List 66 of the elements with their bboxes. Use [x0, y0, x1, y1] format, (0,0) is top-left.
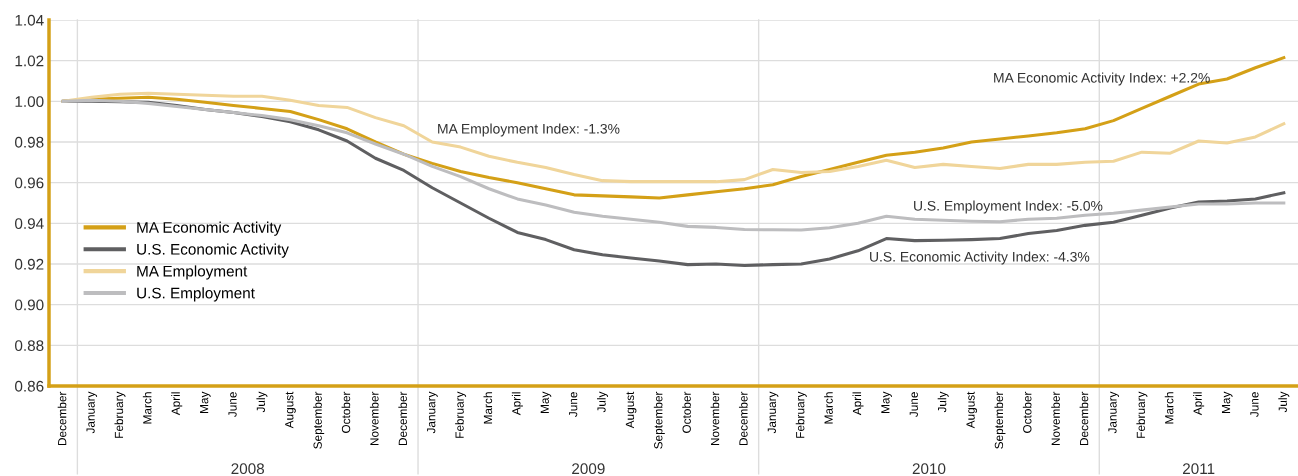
x-tick-label: March	[142, 392, 152, 424]
x-tick-label: June	[569, 392, 578, 417]
x-tick-label: May	[881, 391, 892, 413]
text: 2008	[231, 463, 265, 475]
x-tick-label: March	[483, 392, 493, 424]
y-tick-label: 0.86	[15, 380, 44, 392]
annotation: MA Employment Index: -1.3%	[438, 123, 620, 137]
x-tick-label: February	[455, 391, 467, 438]
x-tick-label: September	[653, 391, 665, 449]
x-tick-label: November	[1051, 391, 1060, 446]
x-tick-label: September	[994, 391, 1006, 449]
text: 2011	[1182, 463, 1215, 475]
x-tick-label: May	[200, 391, 211, 413]
x-tick-label: July	[597, 391, 609, 413]
x-tick-label: June	[909, 392, 918, 417]
y-tick-label: 1.02	[15, 55, 44, 67]
x-tick-label: October	[1022, 391, 1032, 433]
legend-label: MA Economic Activity	[137, 221, 282, 236]
x-tick-label: August	[625, 391, 637, 429]
x-tick-label: June	[1250, 392, 1259, 417]
x-tick-label: April	[171, 392, 183, 416]
x-tick-label: April	[1193, 392, 1205, 416]
x-tick-label: July	[937, 391, 949, 413]
legend-label: MA Employment	[137, 265, 248, 280]
x-tick-label: December	[57, 391, 67, 446]
x-tick-label: July	[1278, 391, 1290, 413]
legend-label: U.S. Employment	[137, 287, 255, 302]
y-tick-label: 0.98	[15, 136, 44, 148]
x-tick-label: February	[795, 391, 807, 438]
x-tick-label: December	[738, 391, 748, 446]
x-tick-label: August	[966, 391, 978, 429]
y-tick-label: 0.88	[15, 340, 44, 352]
x-tick-label: February	[1136, 391, 1148, 438]
x-tick-label: July	[256, 391, 268, 413]
x-tick-label: May	[1221, 391, 1233, 413]
annotation: U.S. Economic Activity Index: -4.3%	[870, 251, 1090, 265]
annotation: MA Economic Activity Index: +2.2%	[994, 72, 1210, 86]
text: 2009	[572, 463, 605, 475]
y-tick-label: 0.92	[15, 258, 44, 270]
y-tick-label: 1.04	[15, 14, 44, 26]
x-tick-label: March	[824, 392, 833, 424]
x-tick-label: January	[1108, 391, 1119, 434]
x-tick-label: September	[313, 391, 325, 449]
x-tick-label: May	[540, 391, 552, 413]
text: 2010	[912, 463, 946, 475]
x-tick-label: October	[682, 391, 691, 433]
x-tick-label: November	[369, 391, 379, 446]
x-tick-label: June	[228, 392, 237, 417]
x-tick-label: January	[767, 391, 779, 434]
x-tick-label: January	[86, 391, 98, 434]
y-tick-label: 0.96	[15, 177, 44, 189]
x-tick-label: January	[427, 391, 438, 434]
annotation: U.S. Employment Index: -5.0%	[914, 200, 1103, 214]
y-tick-label: 1.00	[15, 96, 44, 108]
legend-label: U.S. Economic Activity	[137, 243, 289, 258]
x-tick-label: December	[398, 391, 407, 446]
x-tick-label: December	[1079, 391, 1089, 446]
x-tick-label: March	[1164, 392, 1174, 424]
x-tick-label: April	[852, 392, 864, 416]
x-tick-label: November	[710, 391, 720, 446]
x-tick-label: April	[511, 392, 523, 416]
y-tick-label: 0.94	[15, 218, 44, 230]
x-tick-label: October	[341, 391, 351, 433]
y-tick-label: 0.90	[15, 299, 44, 311]
x-tick-label: August	[285, 391, 296, 429]
x-tick-label: February	[114, 391, 126, 438]
